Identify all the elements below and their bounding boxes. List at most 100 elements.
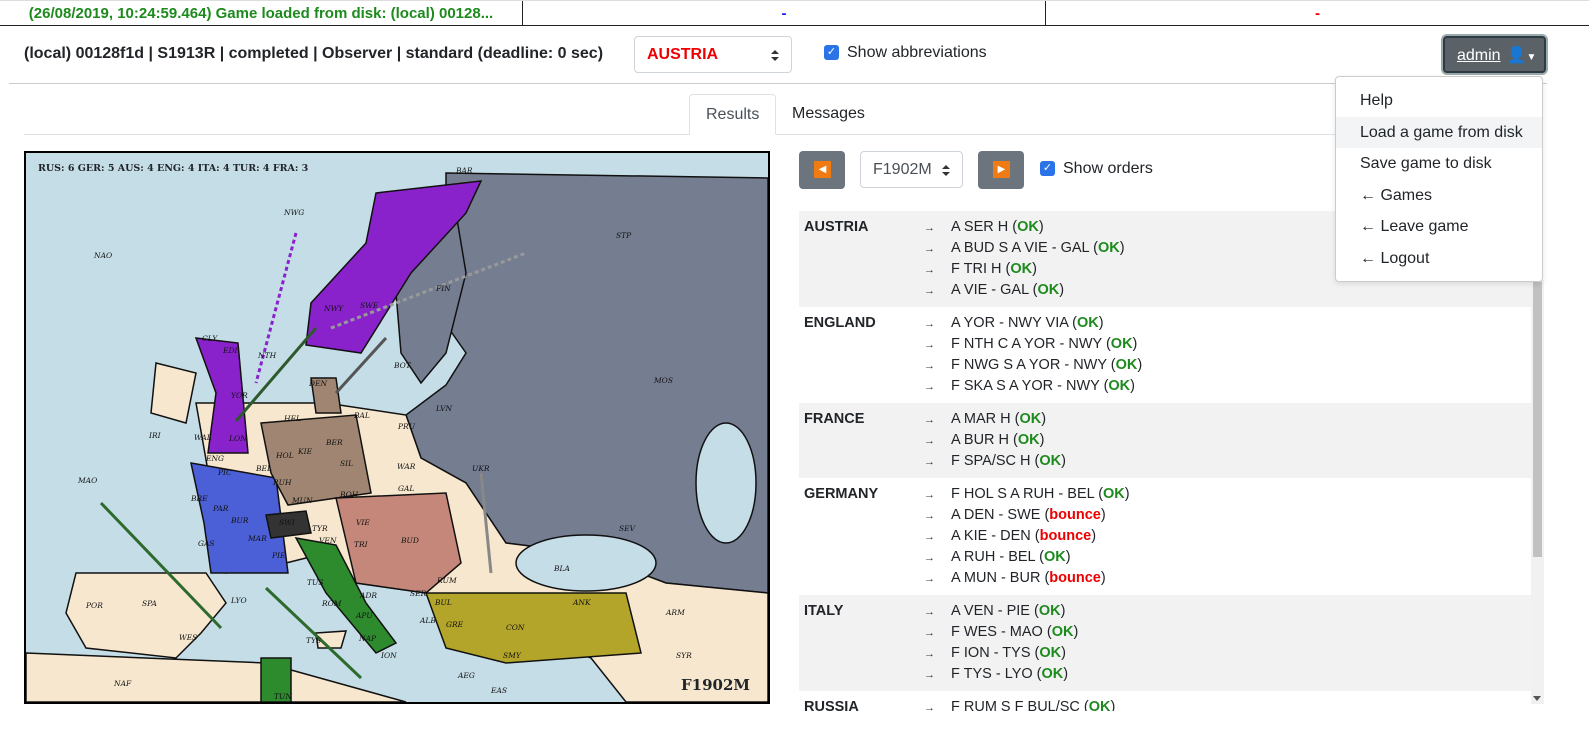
orders-table: AUSTRIA → A SER H (OK) → A BUD S A VIE - GAL… (799, 211, 1531, 711)
diplomacy-map[interactable]: BAR NWG NAO STP FIN NWY SWE CLY EDI NTH DEN BOT MOS I… (24, 151, 770, 704)
territory-label-vie: VIE (356, 518, 370, 527)
territory-label-stp: STP (616, 231, 632, 240)
arrow-right-icon: → (924, 435, 935, 447)
tab-bar: Results Messages (24, 94, 1531, 135)
order-text: A MAR H (951, 411, 1011, 427)
territory-label-bal: BAL (353, 411, 370, 420)
arrow-right-icon: → (924, 318, 935, 330)
arrow-right-icon: → (924, 285, 935, 297)
phase-select[interactable]: F1902M (860, 151, 963, 188)
menu-item-leave-game[interactable]: ← Leave game (1360, 218, 1469, 236)
territory-label-mun: MUN (291, 496, 313, 505)
map-svg[interactable]: BAR NWG NAO STP FIN NWY SWE CLY EDI NTH DEN BOT MOS I… (26, 153, 768, 702)
orders-scrollbar[interactable] (1531, 280, 1544, 704)
order-item: → A VIE - GAL (OK) (924, 280, 1125, 301)
arrow-right-icon: → (924, 702, 935, 711)
scroll-down-arrow-icon[interactable] (1533, 696, 1541, 701)
user-menu-button[interactable]: admin 👤▼ (1443, 36, 1546, 73)
caspian-sea (695, 422, 757, 544)
territory-label-rum: RUM (436, 576, 457, 585)
order-result: OK (1043, 549, 1066, 565)
arrow-right-icon: → (924, 222, 935, 234)
territory-label-pie: PIE (271, 551, 286, 560)
order-arrow (99, 501, 223, 630)
territory-label-aeg: AEG (457, 671, 475, 680)
territory-label-ank: ANK (572, 598, 591, 607)
territory-label-hel: HEL (283, 414, 301, 423)
territory-label-sev: SEV (619, 524, 637, 533)
territory-label-mar: MAR (247, 534, 267, 543)
arrow-right-icon: → (924, 243, 935, 255)
territory-label-eng: ENG (205, 454, 224, 463)
order-item: → F SKA S A YOR - NWY (OK) (924, 376, 1142, 397)
orders-row-germany: GERMANY → F HOL S A RUH - BEL (OK) → A DEN -… (799, 478, 1531, 595)
territory-label-wes: WES (179, 633, 197, 642)
territory-label-war: WAR (397, 462, 416, 471)
territory-label-lon: LON (228, 434, 247, 443)
arrow-right-icon: → (924, 510, 935, 522)
power-select[interactable]: AUSTRIA (634, 36, 792, 73)
territory-label-wal: WAL (194, 433, 212, 442)
arrow-right-icon: → (924, 552, 935, 564)
order-result: OK (1038, 603, 1061, 619)
menu-item-load-game[interactable]: Load a game from disk (1336, 116, 1542, 149)
order-arrow (234, 327, 318, 422)
order-result: OK (1103, 486, 1125, 502)
territory-label-bot: BOT (393, 361, 412, 370)
arrow-right-icon: → (924, 456, 935, 468)
order-item: → A BUD S A VIE - GAL (OK) (924, 238, 1125, 259)
order-item: → F WES - MAO (OK) (924, 622, 1078, 643)
game-header: (local) 00128f1d | S1913R | completed | … (0, 36, 1589, 76)
territory-label-nwg: NWG (283, 208, 304, 217)
checkbox-checked-icon[interactable]: ✓ (1040, 161, 1055, 177)
orders-row-france: FRANCE → A MAR H (OK) → A BUR H (OK) → F SPA/S… (799, 403, 1531, 478)
show-abbreviations-toggle[interactable]: ✓ Show abbreviations (824, 44, 987, 62)
order-text: A BUD S A VIE - GAL (951, 240, 1090, 256)
tab-results[interactable]: Results (689, 94, 777, 135)
phase-select-value: F1902M (873, 161, 932, 178)
arrow-right-icon: → (924, 264, 935, 276)
order-text: F TRI H (951, 261, 1002, 277)
order-text: A SER H (951, 219, 1009, 235)
region-germany (260, 414, 372, 506)
order-result: OK (1017, 219, 1039, 235)
order-text: F HOL S A RUH - BEL (951, 486, 1095, 502)
previous-phase-button[interactable]: ◀ (799, 151, 845, 189)
territory-label-sil: SIL (340, 459, 353, 468)
order-item: → A MUN - BUR (bounce) (924, 568, 1130, 589)
menu-item-games[interactable]: ← Games (1360, 186, 1433, 204)
order-text: A BUR H (951, 432, 1010, 448)
territory-label-par: PAR (212, 504, 229, 513)
territory-label-bul: BUL (434, 598, 452, 607)
power-name: AUSTRIA (804, 219, 869, 235)
order-text: A VEN - PIE (951, 603, 1030, 619)
scrollbar-thumb[interactable] (1533, 282, 1542, 557)
order-result: OK (1051, 624, 1074, 640)
menu-item-save-game[interactable]: Save game to disk (1360, 155, 1492, 173)
show-abbreviations-label: Show abbreviations (847, 44, 987, 61)
territory-label-iri: IRI (148, 431, 162, 440)
territory-label-naf: NAF (113, 679, 132, 688)
status-bar: (26/08/2019, 10:24:59.464) Game loaded f… (0, 0, 1589, 26)
region-france (190, 462, 289, 574)
power-name: ENGLAND (804, 315, 876, 331)
order-item: → A KIE - DEN (bounce) (924, 526, 1130, 547)
checkbox-checked-icon[interactable]: ✓ (824, 45, 839, 61)
menu-item-logout[interactable]: ← Logout (1360, 249, 1430, 267)
order-arrow (334, 336, 388, 395)
order-item: → F NWG S A YOR - NWY (OK) (924, 355, 1142, 376)
territory-label-pic: PIC (217, 468, 232, 477)
show-orders-toggle[interactable]: ✓ Show orders (1040, 160, 1153, 178)
order-arrow (479, 472, 493, 574)
territory-label-tys: TYS (306, 636, 321, 645)
caret-down-icon: ▼ (1526, 52, 1537, 63)
territory-label-apu: APU (355, 611, 373, 620)
territory-label-bel: BEL (255, 464, 272, 473)
order-item: → F SPA/SC H (OK) (924, 451, 1066, 472)
menu-item-help[interactable]: Help (1360, 92, 1393, 109)
tab-messages[interactable]: Messages (792, 105, 865, 122)
power-name: FRANCE (804, 411, 865, 427)
next-phase-button[interactable]: ▶ (978, 151, 1024, 189)
black-sea (515, 534, 657, 592)
order-result: OK (1010, 261, 1033, 277)
